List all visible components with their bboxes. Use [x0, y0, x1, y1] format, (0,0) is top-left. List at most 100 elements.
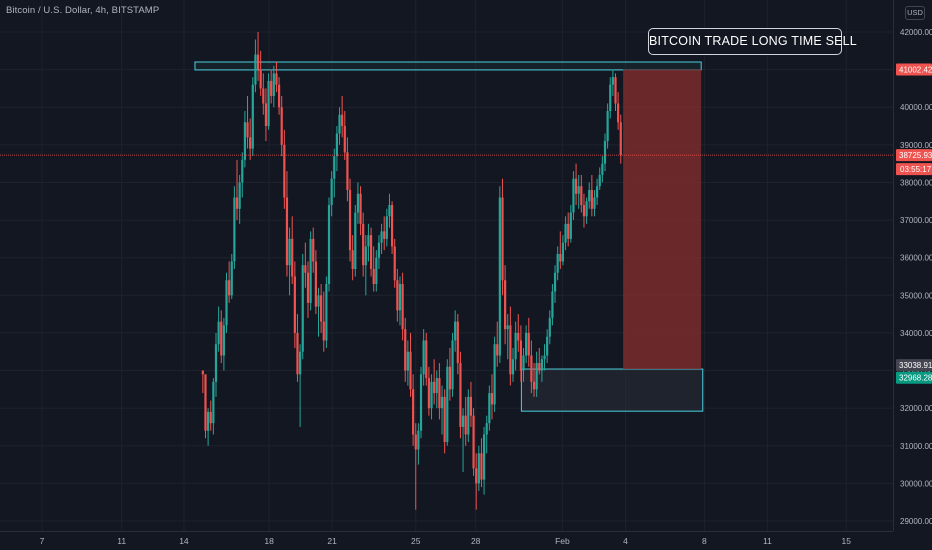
short-target-zone[interactable] — [623, 69, 702, 370]
candle-body — [362, 223, 365, 266]
candle-body — [609, 84, 612, 111]
candle-body — [212, 381, 215, 424]
candle-body — [451, 340, 454, 390]
y-tick-label: 38000.00 — [900, 178, 932, 187]
candle-body — [409, 351, 412, 390]
candle-body — [377, 242, 381, 258]
y-tick-label: 29000.00 — [900, 517, 932, 526]
candle-body — [596, 186, 599, 198]
candle-body — [548, 317, 551, 337]
candle-body — [270, 80, 273, 96]
candle-body — [461, 415, 465, 427]
candle-body — [580, 186, 583, 206]
candle-body — [348, 189, 352, 251]
candle-body — [540, 359, 544, 371]
countdown-label: 03:55:17 — [900, 165, 932, 174]
candle-body — [254, 54, 257, 85]
candle-body — [351, 250, 354, 269]
candle-body — [443, 396, 446, 443]
candle-body — [346, 152, 349, 190]
price-label: 33038.91 — [899, 361, 932, 370]
candle-body — [312, 238, 315, 262]
y-tick-label: 42000.00 — [900, 28, 932, 37]
x-tick-label: 25 — [411, 536, 421, 546]
candle-body — [614, 77, 617, 104]
candle-body — [598, 174, 601, 187]
candle-body — [493, 344, 496, 405]
candle-body — [419, 374, 423, 431]
candle-body — [277, 84, 281, 108]
x-tick-label: 11 — [117, 536, 126, 546]
candle-body — [256, 54, 260, 70]
candle-body — [509, 325, 512, 375]
drawing-zones — [194, 61, 704, 412]
candle-body — [564, 223, 567, 243]
candle-body — [272, 73, 275, 96]
candle-body — [577, 186, 580, 194]
candle-body — [559, 253, 562, 262]
candle-body — [546, 336, 549, 356]
candle-body — [398, 284, 402, 311]
candle-body — [233, 197, 236, 262]
candle-body — [480, 453, 483, 480]
time-axis[interactable]: 7 11 14 18 21 25 28 Feb 4 8 11 15 — [40, 536, 852, 546]
candle-body — [574, 178, 578, 194]
candle-body — [299, 351, 302, 375]
candle-body — [327, 205, 331, 285]
candle-body — [496, 344, 499, 356]
candle-body — [488, 393, 491, 424]
candle-body — [504, 280, 507, 330]
y-tick-label: 32000.00 — [900, 404, 932, 413]
x-tick-label: 11 — [763, 536, 772, 546]
trade-annotation-label[interactable]: BITCOIN TRADE LONG TIME SELL — [648, 28, 857, 55]
candle-body — [485, 423, 488, 435]
x-tick-label: 15 — [842, 536, 852, 546]
candle-body — [440, 396, 444, 409]
currency-button[interactable]: USD — [905, 6, 925, 20]
candle-body — [475, 468, 478, 484]
candle-body — [448, 366, 452, 390]
y-tick-label: 30000.00 — [900, 479, 932, 488]
candle-body — [301, 265, 304, 352]
y-tick-label: 34000.00 — [900, 329, 932, 338]
candle-body — [291, 238, 294, 277]
candle-body — [235, 197, 239, 209]
symbol-title[interactable]: Bitcoin / U.S. Dollar, 4h, BITSTAMP — [6, 5, 160, 16]
candle-body — [238, 182, 241, 209]
y-tick-label: 39000.00 — [900, 141, 932, 150]
candle-body — [343, 126, 346, 153]
candle-body — [341, 114, 344, 127]
candle-body — [380, 231, 383, 243]
candle-body — [267, 80, 270, 127]
candle-body — [217, 321, 220, 345]
candle-body — [582, 205, 586, 217]
candle-body — [454, 321, 457, 341]
price-axis[interactable]: 29000.0030000.0031000.0032000.0033000.00… — [900, 28, 932, 526]
x-tick-label: 8 — [702, 536, 707, 546]
candle-body — [464, 415, 467, 435]
support-zone[interactable] — [520, 368, 704, 412]
candle-body — [220, 321, 223, 356]
candle-body — [285, 197, 289, 266]
candle-body — [538, 363, 541, 371]
candle-body — [514, 332, 517, 360]
y-tick-label: 40000.00 — [900, 103, 932, 112]
candle-body — [522, 355, 525, 371]
candle-body — [561, 242, 565, 262]
candle-body — [435, 378, 438, 394]
candle-body — [406, 351, 409, 371]
candle-body — [201, 370, 204, 375]
candle-body — [283, 144, 286, 198]
candle-body — [459, 363, 462, 427]
candle-body — [396, 280, 399, 311]
candle-body — [601, 163, 604, 175]
resistance-zone[interactable] — [194, 61, 702, 71]
candle-body — [414, 434, 417, 450]
candle-body — [335, 133, 338, 157]
candle-body — [525, 332, 528, 356]
candle-body — [517, 332, 520, 341]
price-label-bg — [896, 371, 932, 384]
candle-body — [588, 189, 591, 202]
candle-body — [317, 295, 320, 307]
